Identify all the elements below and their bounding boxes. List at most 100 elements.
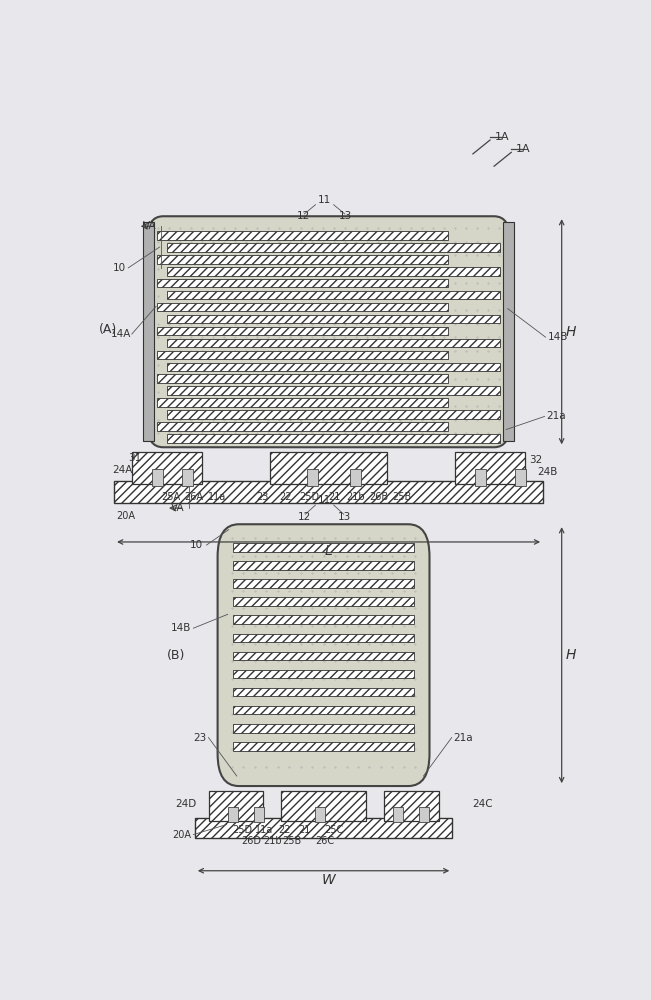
Text: 24D: 24D <box>175 799 197 809</box>
Text: 14A: 14A <box>111 329 131 339</box>
Text: 21a: 21a <box>454 733 473 743</box>
Bar <box>350 469 361 486</box>
Bar <box>152 469 163 486</box>
Text: 22: 22 <box>278 825 290 835</box>
Bar <box>157 422 449 431</box>
Bar <box>157 374 449 383</box>
Text: 26A: 26A <box>184 492 203 502</box>
Bar <box>233 706 414 714</box>
Text: 23: 23 <box>256 492 268 502</box>
Bar <box>167 267 500 276</box>
Text: 12: 12 <box>297 211 310 221</box>
Text: 14B: 14B <box>548 332 568 342</box>
FancyBboxPatch shape <box>217 524 430 786</box>
Bar <box>157 303 449 311</box>
Bar <box>143 222 154 441</box>
Bar <box>157 255 449 264</box>
Bar <box>307 469 318 486</box>
Bar <box>167 243 500 252</box>
Text: 32: 32 <box>529 455 543 465</box>
Bar <box>132 452 202 484</box>
Text: 21b: 21b <box>263 836 281 846</box>
Text: (B): (B) <box>167 649 186 662</box>
Text: 24C: 24C <box>473 799 493 809</box>
Bar <box>157 231 449 240</box>
Text: 21a: 21a <box>547 411 566 421</box>
Bar <box>157 279 449 287</box>
Bar <box>233 634 414 642</box>
Bar <box>315 807 325 822</box>
Text: H: H <box>566 648 576 662</box>
Bar <box>454 452 525 484</box>
Text: 11: 11 <box>318 495 331 505</box>
Bar <box>233 615 414 624</box>
Bar <box>167 315 500 323</box>
Bar <box>233 742 414 751</box>
Bar <box>233 688 414 696</box>
Bar <box>384 791 439 821</box>
Text: 25D: 25D <box>299 492 320 502</box>
Text: VA: VA <box>143 221 156 231</box>
Text: 25A: 25A <box>161 492 181 502</box>
Bar <box>228 807 238 822</box>
Bar <box>281 791 366 821</box>
Bar <box>195 818 452 838</box>
Bar <box>233 652 414 660</box>
Bar <box>233 724 414 733</box>
Bar <box>270 452 387 484</box>
Bar <box>157 327 449 335</box>
Bar <box>254 807 264 822</box>
Bar <box>114 481 543 503</box>
Bar <box>503 222 514 441</box>
Text: 11: 11 <box>318 195 331 205</box>
Text: 1A: 1A <box>495 132 510 142</box>
Text: 24B: 24B <box>537 467 557 477</box>
Bar <box>233 597 414 606</box>
Text: 22: 22 <box>279 492 292 502</box>
Bar <box>419 807 430 822</box>
Text: 20A: 20A <box>173 830 191 840</box>
Text: 10: 10 <box>113 263 126 273</box>
Text: 21b: 21b <box>346 492 365 502</box>
Text: 21: 21 <box>298 825 311 835</box>
Text: 31: 31 <box>128 453 141 463</box>
Text: (A): (A) <box>98 323 117 336</box>
Text: 23: 23 <box>193 733 206 743</box>
Bar <box>167 410 500 419</box>
Bar <box>515 469 527 486</box>
Text: 13: 13 <box>339 211 352 221</box>
Bar <box>233 561 414 570</box>
Text: 11a: 11a <box>255 825 273 835</box>
Bar <box>233 579 414 588</box>
Bar <box>182 469 193 486</box>
Text: 26B: 26B <box>370 492 389 502</box>
Bar <box>208 791 263 821</box>
Text: 25D: 25D <box>232 825 252 835</box>
Bar <box>167 386 500 395</box>
Bar <box>167 434 500 443</box>
Bar <box>157 351 449 359</box>
Text: W: W <box>322 873 335 887</box>
Text: L: L <box>325 544 333 558</box>
Text: 1A: 1A <box>516 144 531 154</box>
Bar <box>157 398 449 407</box>
Text: 10: 10 <box>190 540 203 550</box>
Text: 25B: 25B <box>392 492 411 502</box>
Text: 20A: 20A <box>117 511 135 521</box>
Bar <box>167 363 500 371</box>
Bar <box>393 807 403 822</box>
Text: VA: VA <box>171 503 185 513</box>
Text: 11a: 11a <box>208 492 226 502</box>
Text: 25C: 25C <box>324 825 343 835</box>
Text: 14B: 14B <box>171 623 191 633</box>
Bar <box>233 543 414 552</box>
FancyBboxPatch shape <box>147 216 510 447</box>
Text: 13: 13 <box>338 512 352 522</box>
Bar <box>167 291 500 299</box>
Bar <box>167 339 500 347</box>
Bar <box>475 469 486 486</box>
Text: 24A: 24A <box>113 465 133 475</box>
Text: 21: 21 <box>329 492 341 502</box>
Text: H: H <box>566 325 576 339</box>
Text: 12: 12 <box>298 512 311 522</box>
